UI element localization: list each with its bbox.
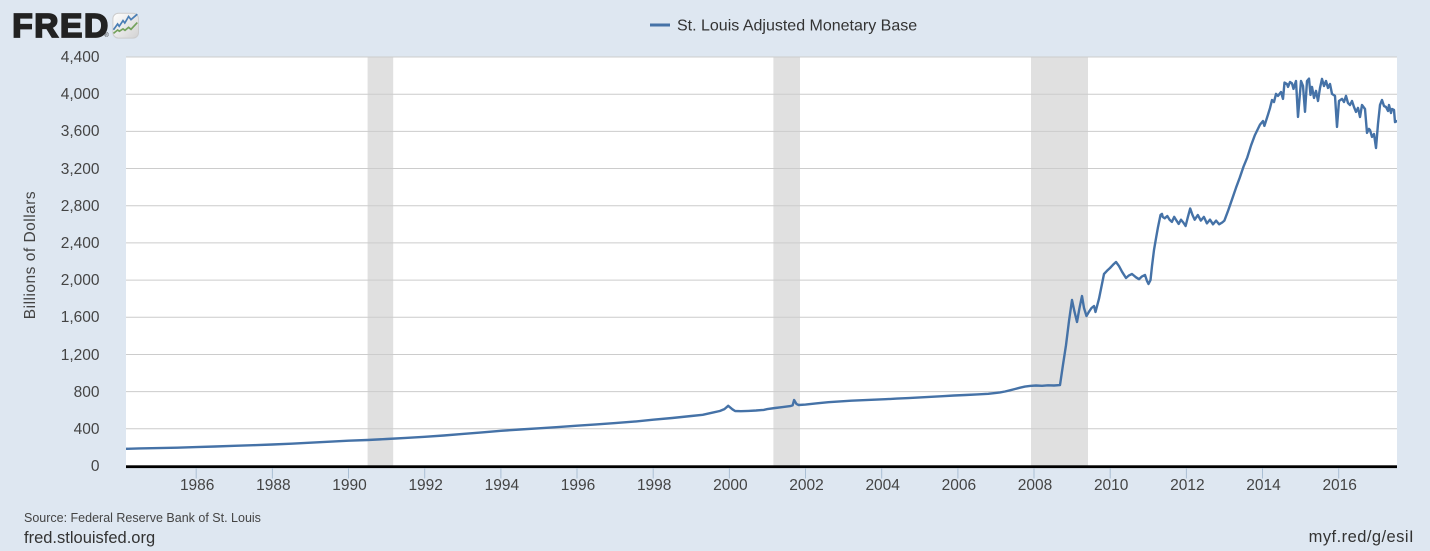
- svg-text:FRED: FRED: [12, 8, 110, 45]
- svg-text:®: ®: [104, 32, 109, 39]
- svg-text:St. Louis Adjusted Monetary Ba: St. Louis Adjusted Monetary Base: [677, 18, 917, 35]
